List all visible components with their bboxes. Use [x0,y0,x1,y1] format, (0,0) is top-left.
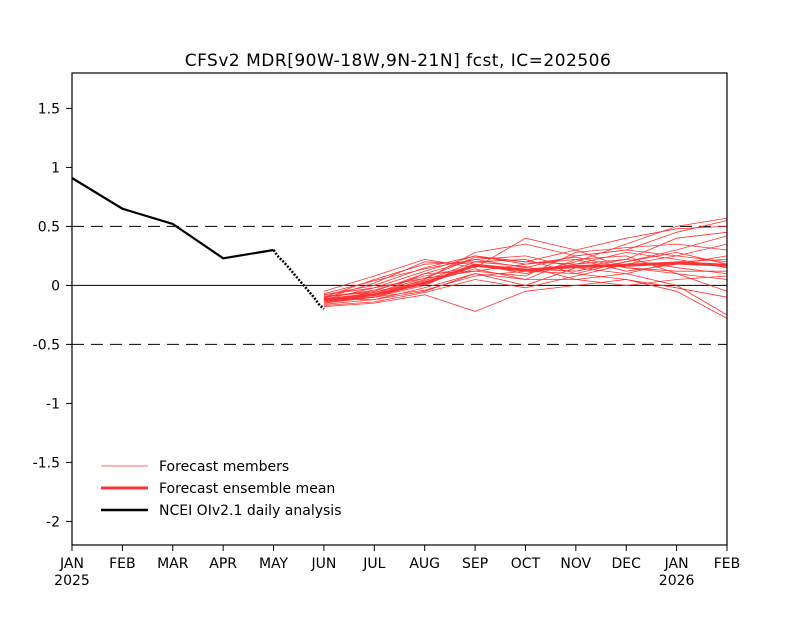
forecast-member-line-16 [323,255,728,303]
forecast-member-line-14 [323,243,728,306]
x-tick-label: NOV [560,556,591,572]
forecast-member-line-19 [323,256,727,304]
plot-frame [71,72,728,546]
x-tick-label: JUN [310,556,336,572]
y-tick-label: -2 [46,514,60,530]
observed-monthly-line [71,177,274,260]
x-tick-label: MAR [157,556,189,572]
axes: 1.5 1 0.5 0 -0.5 -1 -1.5 -2 JAN FEB MAR APR MAY JUN JU… [33,72,741,589]
y-tick-label: -0.5 [33,337,60,353]
forecast-member-line-8 [323,237,728,292]
x-tick-label: MAY [259,556,289,572]
ensemble-mean-line [323,261,728,302]
legend-label-observed: NCEI OIv2.1 daily analysis [159,503,342,519]
forecast-members [323,217,728,319]
forecast-member-line-5 [323,279,728,319]
x-tick-label: AUG [409,556,440,572]
chart-title: CFSv2 MDR[90W-18W,9N-21N] fcst, IC=20250… [185,51,612,71]
legend: Forecast members Forecast ensemble mean NC… [101,459,342,519]
observed-daily-line [272,249,325,310]
x-tick-label: DEC [612,556,642,572]
x-tick-label: FEB [109,556,136,572]
forecast-member-line-13 [323,251,728,299]
x-tick-label: JAN [664,556,689,572]
forecast-member-line-20 [323,231,728,296]
forecast-ensemble-mean [323,261,728,302]
y-tick-label: -1 [46,396,60,412]
x-tick-label: SEP [462,556,488,572]
y-tick-label: 1 [51,160,60,176]
x-tick-label: APR [209,556,237,572]
legend-label-mean: Forecast ensemble mean [159,481,335,497]
x-year-label: 2026 [659,573,695,589]
y-tick-label: 1.5 [38,101,60,117]
legend-label-members: Forecast members [159,459,289,475]
x-tick-label: OCT [511,556,541,572]
y-tick-label: -1.5 [33,455,60,471]
forecast-member-line-15 [323,255,728,295]
x-tick-label: JUL [362,556,385,572]
observed-analysis [71,177,325,310]
y-tick-label: 0.5 [38,219,60,235]
y-tick-label: 0 [51,278,60,294]
x-tick-label: JAN [59,556,84,572]
x-tick-label: FEB [714,556,741,572]
x-year-label: 2025 [54,573,90,589]
forecast-member-line-18 [323,261,728,300]
